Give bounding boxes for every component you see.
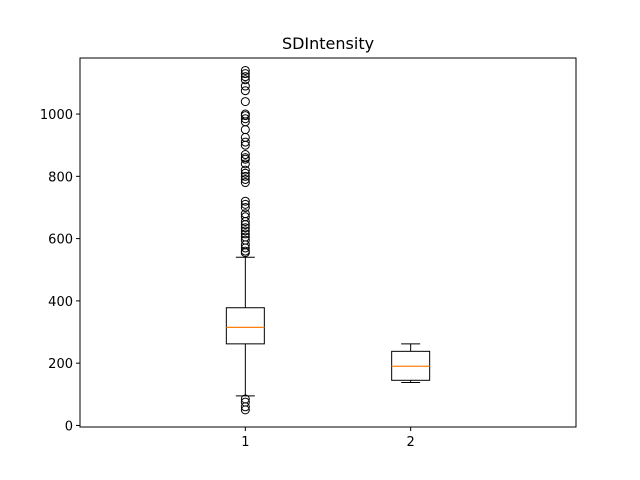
outlier-point	[240, 397, 250, 407]
outlier-point	[240, 153, 250, 163]
outlier-point	[240, 65, 250, 75]
iqr-box	[225, 307, 265, 345]
outlier-point	[240, 150, 250, 160]
outlier-point	[240, 196, 250, 206]
y-tick-label: 1000	[40, 108, 73, 123]
outlier-point	[240, 114, 250, 124]
outlier-point	[240, 174, 250, 184]
outlier-point	[240, 137, 250, 147]
outlier-point	[240, 125, 250, 135]
outlier-point	[240, 232, 250, 242]
outlier-point	[240, 171, 250, 181]
y-tick-label: 200	[48, 357, 73, 372]
outlier-point	[240, 226, 250, 236]
y-tick-label: 600	[48, 233, 73, 248]
plot-area	[225, 65, 431, 415]
outlier-point	[240, 165, 250, 175]
outlier-point	[240, 159, 250, 169]
outlier-point	[240, 212, 250, 222]
outlier-point	[240, 86, 250, 96]
outlier-point	[240, 72, 250, 82]
x-tick-label: 2	[407, 435, 415, 450]
outlier-point	[240, 132, 250, 142]
outlier-point	[240, 178, 250, 188]
outlier-point	[240, 202, 250, 212]
box-series-1	[225, 65, 265, 415]
outlier-point	[240, 81, 250, 91]
chart-title: SDIntensity	[282, 34, 374, 53]
outlier-point	[240, 109, 250, 119]
y-axis: 0 200 400 600 800 1000	[40, 108, 80, 434]
outlier-point	[240, 394, 250, 404]
outlier-point	[240, 199, 250, 209]
outlier-point	[240, 223, 250, 233]
outlier-point	[240, 235, 250, 245]
x-tick-label: 1	[241, 435, 249, 450]
outlier-point	[240, 97, 250, 107]
outlier-point	[240, 246, 250, 256]
y-tick-label: 0	[65, 419, 73, 434]
outlier-point	[240, 229, 250, 239]
outlier-point	[240, 69, 250, 79]
plot-frame	[79, 57, 577, 428]
y-tick-label: 400	[48, 295, 73, 310]
outlier-point	[240, 209, 250, 219]
box-series-2	[391, 343, 431, 383]
y-tick-label: 800	[48, 170, 73, 185]
outlier-point	[240, 168, 250, 178]
outlier-point	[240, 75, 250, 85]
